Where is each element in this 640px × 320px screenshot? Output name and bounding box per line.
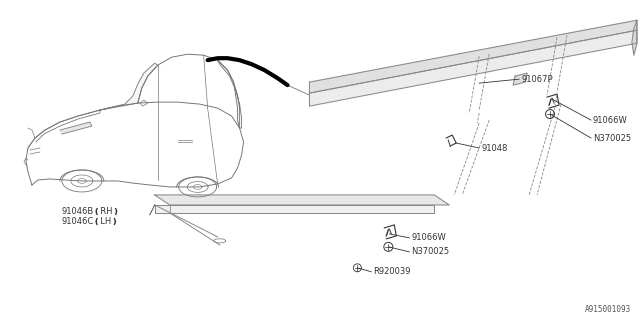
Text: N370025: N370025 <box>412 247 449 256</box>
Polygon shape <box>632 20 637 55</box>
Text: 91067P: 91067P <box>521 75 553 84</box>
Polygon shape <box>60 122 92 134</box>
Polygon shape <box>218 60 241 128</box>
Text: A915001093: A915001093 <box>585 305 631 314</box>
Text: 91046B❪RH❫: 91046B❪RH❫ <box>62 207 120 216</box>
Polygon shape <box>155 205 435 213</box>
Polygon shape <box>310 20 637 93</box>
Polygon shape <box>310 30 637 106</box>
Text: N370025: N370025 <box>593 133 631 142</box>
Polygon shape <box>155 195 449 205</box>
Polygon shape <box>513 73 527 85</box>
Text: 91048: 91048 <box>481 144 508 153</box>
Text: R920039: R920039 <box>373 267 411 276</box>
Text: 91066W: 91066W <box>593 116 628 124</box>
Polygon shape <box>100 63 157 110</box>
Text: 91046C❪LH❫: 91046C❪LH❫ <box>62 217 119 226</box>
Text: 91066W: 91066W <box>412 233 446 242</box>
